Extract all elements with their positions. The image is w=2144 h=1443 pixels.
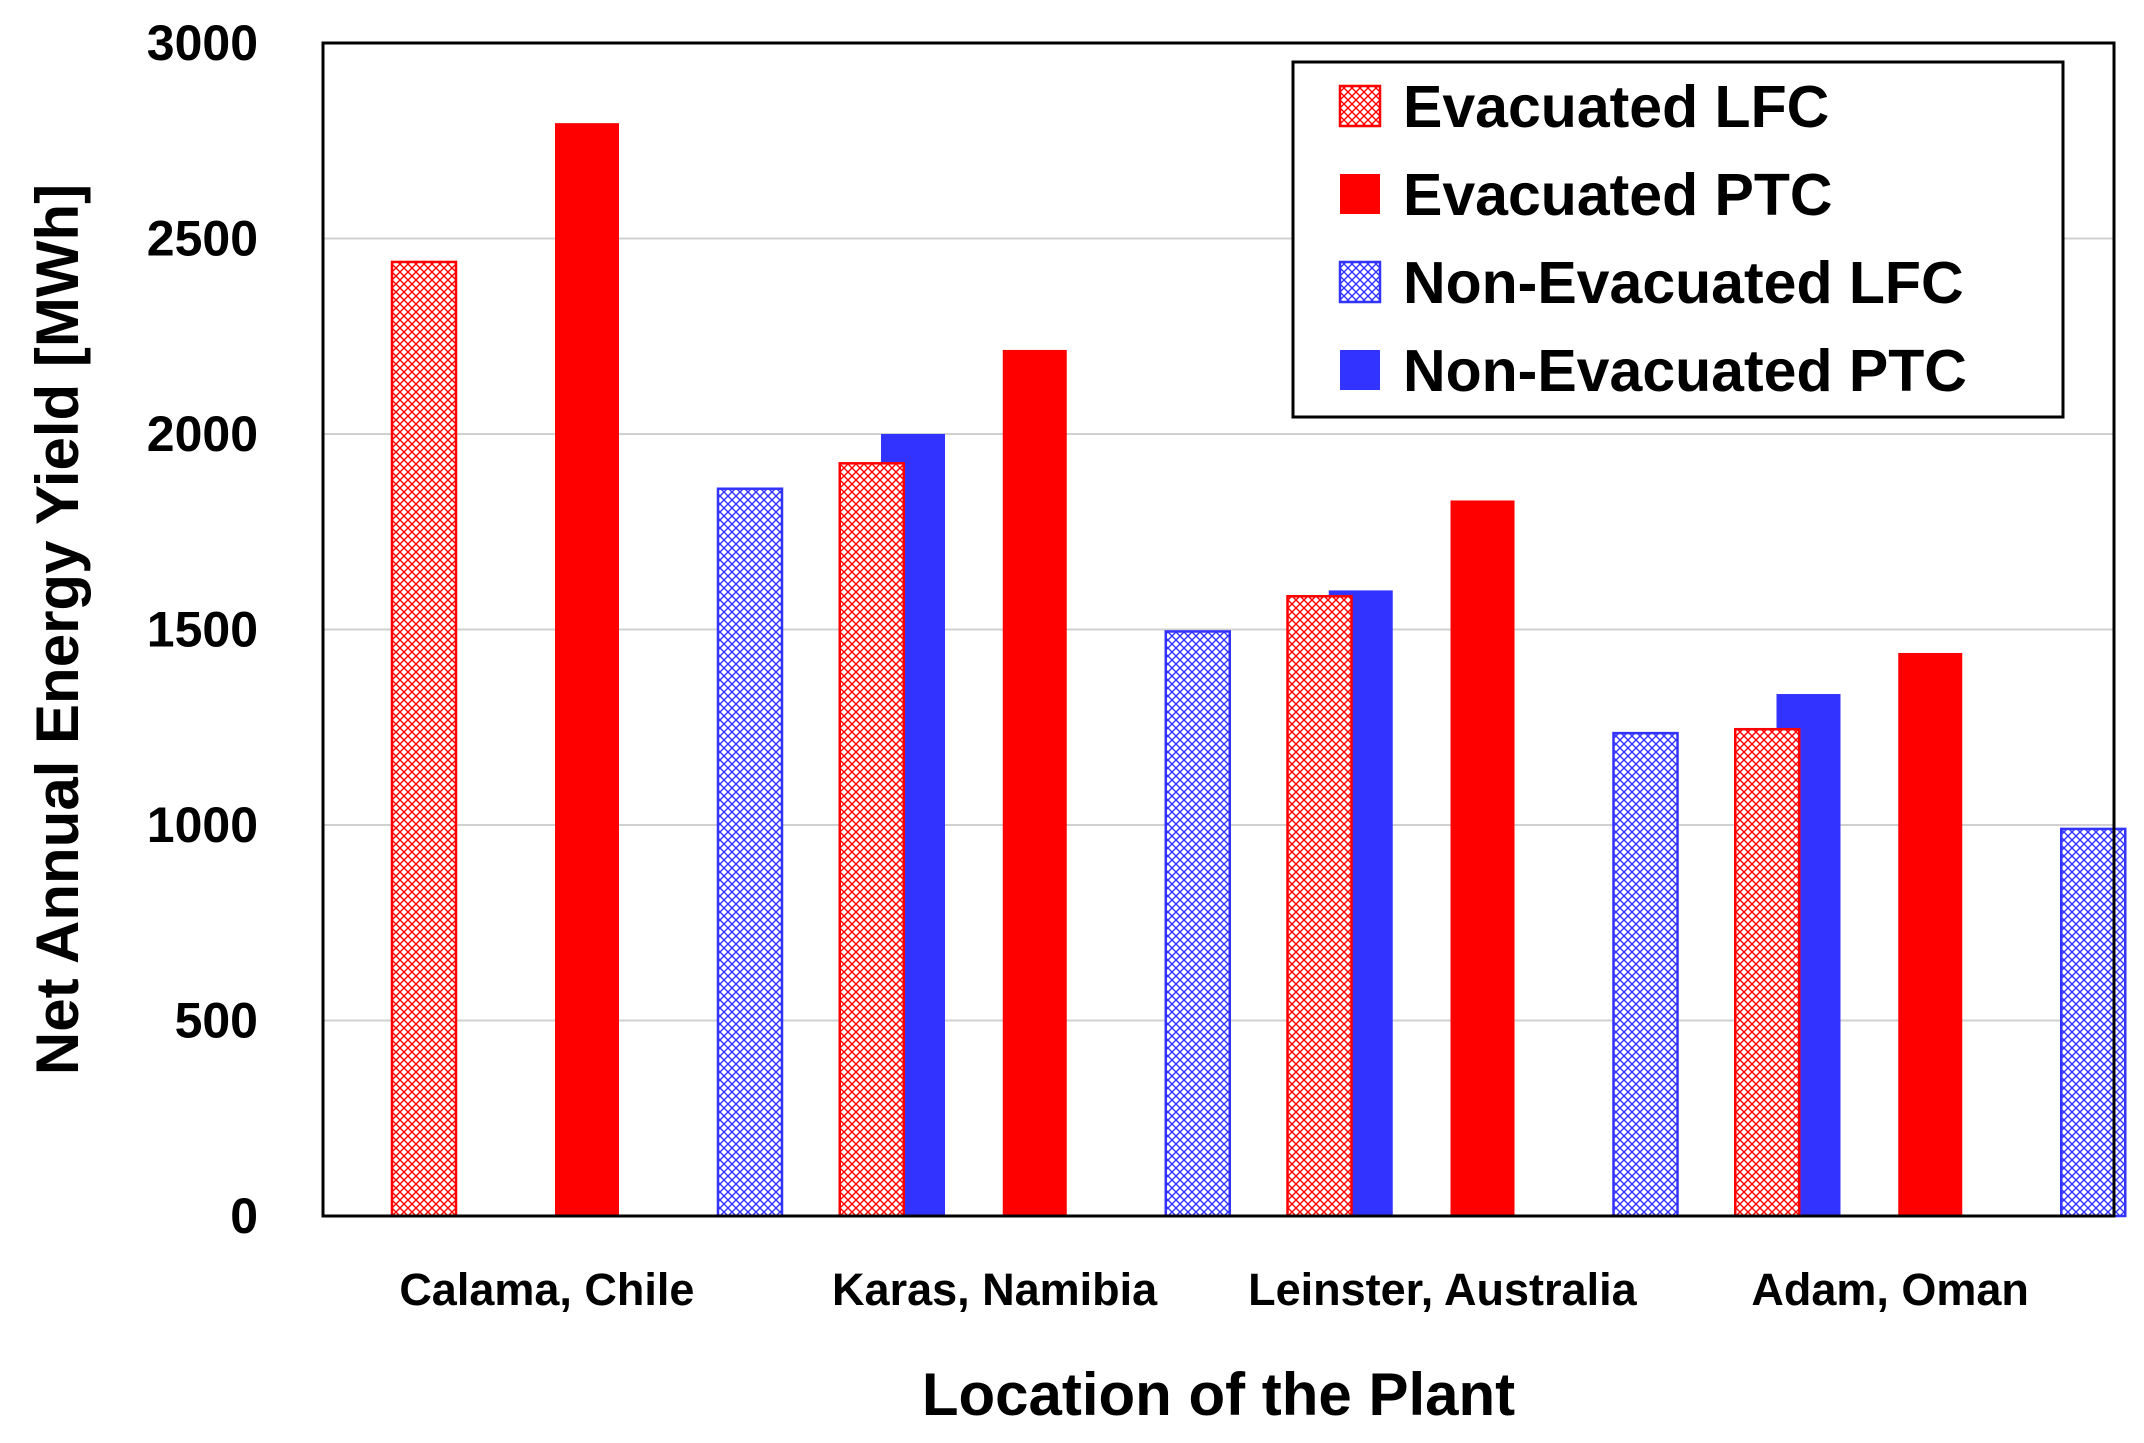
bar-evacuated-ptc-0 (555, 123, 619, 1216)
bar-evacuated-lfc-0 (390, 260, 458, 1218)
legend-label: Evacuated LFC (1403, 74, 1829, 140)
legend-swatch-evacuated-lfc (1338, 84, 1382, 128)
bar-non-evacuated-lfc-0 (716, 487, 784, 1218)
x-axis-category-labels: Calama, Chile Karas, Namibia Leinster, Aus… (399, 1264, 2029, 1315)
bar-evacuated-ptc-2 (1450, 500, 1515, 1217)
legend: Evacuated LFC Evacuated PTC Non-Evacuated … (1291, 60, 2065, 419)
bar-evacuated-ptc-3 (1898, 652, 1963, 1216)
y-tick-label: 1500 (147, 602, 258, 658)
y-tick-label: 2500 (147, 211, 258, 267)
bar-non-evacuated-lfc-2 (1612, 731, 1679, 1218)
plot-area-frame (321, 41, 2116, 1218)
bar-evacuated-ptc-1 (1002, 349, 1067, 1216)
y-axis-title: Net Annual Energy Yield [MWh] (24, 184, 91, 1075)
x-axis-title: Location of the Plant (922, 1361, 1515, 1428)
legend-label: Evacuated PTC (1403, 162, 1833, 228)
x-category-label: Adam, Oman (1751, 1264, 2029, 1315)
legend-label: Non-Evacuated LFC (1403, 250, 1964, 316)
legend-swatch-non-evacuated-ptc (1340, 350, 1380, 390)
bars (390, 123, 2127, 1218)
x-category-label: Leinster, Australia (1248, 1264, 1637, 1315)
y-tick-label: 1000 (147, 797, 258, 853)
y-axis-ticks: 0 500 1000 1500 2000 2500 3000 (147, 15, 258, 1244)
bar-evacuated-lfc-1 (838, 462, 905, 1218)
y-tick-label: 2000 (147, 406, 258, 462)
legend-swatch-non-evacuated-lfc (1338, 260, 1382, 304)
x-category-label: Karas, Namibia (832, 1264, 1158, 1315)
bar-evacuated-lfc-3 (1734, 727, 1801, 1218)
y-tick-label: 0 (230, 1188, 258, 1244)
bar-non-evacuated-lfc-3 (2060, 827, 2127, 1218)
bar-evacuated-lfc-2 (1286, 595, 1353, 1218)
bar-non-evacuated-lfc-1 (1164, 630, 1231, 1218)
y-tick-label: 3000 (147, 15, 258, 71)
legend-swatch-evacuated-ptc (1340, 174, 1380, 214)
x-category-label: Calama, Chile (399, 1264, 694, 1315)
legend-frame (1291, 60, 2065, 419)
legend-label: Non-Evacuated PTC (1403, 338, 1967, 404)
y-tick-label: 500 (175, 993, 258, 1049)
